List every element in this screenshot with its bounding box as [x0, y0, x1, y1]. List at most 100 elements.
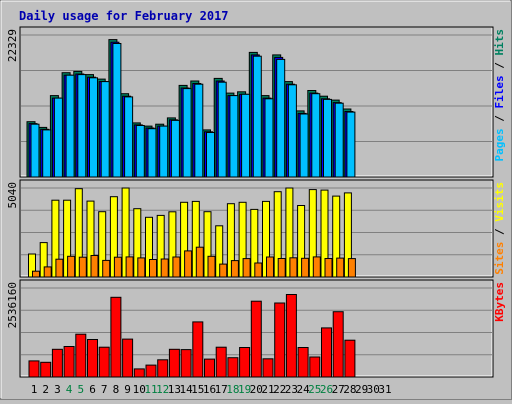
- bar-pages-day-28: [346, 111, 356, 178]
- day-label-25: 25: [308, 383, 321, 396]
- bar-pages-day-4: [65, 74, 75, 178]
- bar-pages-day-2: [42, 129, 52, 178]
- bar-sites-day-23: [289, 257, 298, 278]
- legend-item: Pages: [493, 128, 506, 161]
- series-sites: [32, 246, 356, 278]
- bar-kbytes-day-12: [157, 359, 169, 378]
- chart-title: Daily usage for February 2017: [19, 9, 229, 23]
- legend-item: Visits: [493, 182, 506, 222]
- bar-sites-day-24: [301, 257, 310, 278]
- bar-sites-day-25: [312, 256, 321, 278]
- legend-item: Hits: [493, 29, 506, 56]
- bar-kbytes-day-26: [321, 327, 332, 378]
- day-label-5: 5: [77, 383, 84, 396]
- bar-kbytes-day-13: [168, 348, 180, 378]
- day-label-26: 26: [320, 383, 333, 396]
- legend-item: Files: [493, 75, 506, 108]
- bar-sites-day-17: [219, 263, 228, 278]
- panel-bottom: 2536160 KBytes: [6, 279, 506, 378]
- bar-pages-day-13: [170, 119, 180, 178]
- series-pages: [30, 43, 356, 178]
- bar-sites-day-28: [347, 258, 356, 278]
- bar-sites-day-18: [230, 260, 239, 278]
- day-label-13: 13: [168, 383, 181, 396]
- bar-sites-day-11: [149, 259, 157, 278]
- bar-pages-day-3: [53, 97, 63, 178]
- bar-pages-day-5: [77, 74, 87, 178]
- bar-kbytes-day-1: [28, 360, 40, 378]
- max-value-label: 22329: [6, 29, 19, 62]
- bar-pages-day-11: [147, 128, 157, 178]
- bar-kbytes-day-23: [285, 294, 297, 378]
- bar-kbytes-day-7: [98, 346, 110, 378]
- bar-sites-day-19: [242, 258, 251, 278]
- bar-pages-day-10: [135, 125, 145, 178]
- bar-sites-day-2: [43, 266, 52, 278]
- bar-kbytes-day-20: [250, 300, 262, 378]
- bar-pages-day-27: [334, 102, 344, 178]
- bar-sites-day-10: [137, 257, 146, 278]
- bar-kbytes-day-25: [309, 356, 321, 378]
- bar-pages-day-9: [124, 96, 134, 178]
- bar-kbytes-day-10: [133, 368, 145, 378]
- day-label-1: 1: [31, 383, 38, 396]
- bar-sites-day-1: [32, 270, 40, 278]
- bar-pages-day-14: [182, 88, 192, 178]
- bar-pages-day-22: [276, 58, 286, 178]
- bar-pages-day-16: [206, 132, 215, 178]
- bar-sites-day-26: [324, 258, 333, 278]
- bar-kbytes-day-11: [145, 364, 157, 378]
- day-axis: 1 2 3 4 5 6 7 8 9 1011121314151617181920212223242…: [31, 383, 392, 396]
- bar-kbytes-day-19: [239, 347, 251, 378]
- bar-sites-day-21: [266, 256, 274, 278]
- bar-sites-day-9: [125, 256, 134, 278]
- bar-pages-day-23: [287, 84, 297, 178]
- bar-sites-day-16: [207, 255, 216, 278]
- bar-pages-day-6: [89, 77, 98, 178]
- day-label-3: 3: [54, 383, 61, 396]
- bar-pages-day-19: [241, 93, 251, 178]
- day-label-8: 8: [113, 383, 120, 396]
- day-label-30: 30: [367, 383, 380, 396]
- legend-middle: Sites / Visits: [493, 182, 506, 275]
- day-label-28: 28: [343, 383, 356, 396]
- legend-item: /: [493, 109, 506, 129]
- bar-sites-day-6: [90, 255, 99, 278]
- bar-kbytes-day-9: [122, 338, 134, 378]
- legend-top: Pages / Files / Hits: [493, 29, 506, 162]
- bar-kbytes-day-5: [75, 333, 87, 378]
- day-label-19: 19: [238, 383, 251, 396]
- bar-sites-day-4: [67, 255, 76, 278]
- day-label-15: 15: [191, 383, 204, 396]
- bar-pages-day-1: [30, 123, 40, 178]
- bar-kbytes-day-8: [110, 296, 122, 378]
- legend-item: /: [493, 56, 506, 76]
- bar-pages-day-7: [100, 81, 110, 178]
- day-label-14: 14: [179, 383, 193, 396]
- bar-kbytes-day-24: [297, 347, 309, 378]
- day-label-21: 21: [261, 383, 274, 396]
- day-label-9: 9: [124, 383, 131, 396]
- day-label-23: 23: [285, 383, 298, 396]
- bar-pages-day-21: [264, 98, 274, 178]
- bar-kbytes-day-3: [51, 348, 63, 378]
- bar-kbytes-day-15: [192, 321, 204, 378]
- day-label-10: 10: [133, 383, 146, 396]
- bar-kbytes-day-21: [262, 358, 274, 378]
- bar-pages-day-18: [229, 95, 239, 178]
- bar-kbytes-day-2: [40, 361, 52, 378]
- bar-sites-day-8: [113, 256, 122, 278]
- legend-item: Sites: [493, 242, 506, 275]
- bar-sites-day-13: [172, 256, 181, 278]
- day-label-17: 17: [215, 383, 228, 396]
- day-label-18: 18: [226, 383, 239, 396]
- day-label-12: 12: [156, 383, 169, 396]
- bar-pages-day-8: [112, 43, 122, 178]
- bar-pages-day-26: [323, 98, 332, 178]
- bar-sites-day-14: [184, 250, 193, 278]
- bar-sites-day-5: [78, 256, 87, 278]
- day-label-27: 27: [332, 383, 345, 396]
- day-label-22: 22: [273, 383, 286, 396]
